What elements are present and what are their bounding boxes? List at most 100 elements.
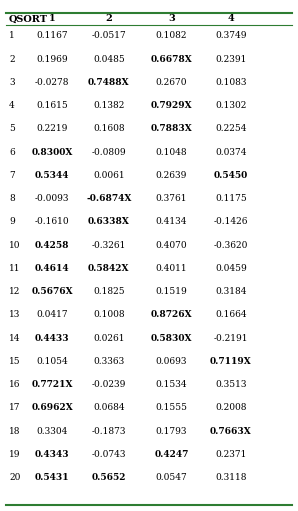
Text: 0.1825: 0.1825 <box>93 287 125 296</box>
Text: 20: 20 <box>9 473 20 482</box>
Text: 9: 9 <box>9 217 15 226</box>
Text: -0.1610: -0.1610 <box>35 217 69 226</box>
Text: 12: 12 <box>9 287 20 296</box>
Text: 0.5450: 0.5450 <box>214 171 248 180</box>
Text: 0.3749: 0.3749 <box>215 31 247 40</box>
Text: 0.5842X: 0.5842X <box>88 264 130 273</box>
Text: 0.1382: 0.1382 <box>93 101 125 110</box>
Text: -0.3261: -0.3261 <box>91 241 126 249</box>
Text: 0.8726X: 0.8726X <box>150 310 192 319</box>
Text: 0.4258: 0.4258 <box>35 241 69 249</box>
Text: -0.0093: -0.0093 <box>35 194 69 203</box>
Text: 0.1519: 0.1519 <box>156 287 187 296</box>
Text: 0.4134: 0.4134 <box>156 217 187 226</box>
Text: 0.1054: 0.1054 <box>36 357 68 366</box>
Text: 0.1167: 0.1167 <box>36 31 68 40</box>
Text: QSORT: QSORT <box>9 14 48 24</box>
Text: -0.0517: -0.0517 <box>91 31 126 40</box>
Text: -0.3620: -0.3620 <box>214 241 248 249</box>
Text: 0.2254: 0.2254 <box>215 124 247 133</box>
Text: -0.1873: -0.1873 <box>91 427 126 435</box>
Text: 18: 18 <box>9 427 21 435</box>
Text: 11: 11 <box>9 264 21 273</box>
Text: 0.5652: 0.5652 <box>91 473 126 482</box>
Text: 0.4011: 0.4011 <box>156 264 187 273</box>
Text: 0.1793: 0.1793 <box>156 427 187 435</box>
Text: 4: 4 <box>228 14 234 24</box>
Text: 0.7119X: 0.7119X <box>210 357 252 366</box>
Text: 10: 10 <box>9 241 21 249</box>
Text: 0.3184: 0.3184 <box>215 287 247 296</box>
Text: -0.0809: -0.0809 <box>91 148 126 156</box>
Text: 0.5344: 0.5344 <box>35 171 69 180</box>
Text: 0.1969: 0.1969 <box>36 55 68 63</box>
Text: 0.4070: 0.4070 <box>156 241 187 249</box>
Text: 16: 16 <box>9 380 21 389</box>
Text: 0.8300X: 0.8300X <box>32 148 73 156</box>
Text: 0.3304: 0.3304 <box>36 427 68 435</box>
Text: 0.1608: 0.1608 <box>93 124 125 133</box>
Text: 0.0547: 0.0547 <box>156 473 187 482</box>
Text: 0.1555: 0.1555 <box>155 403 187 412</box>
Text: -0.0743: -0.0743 <box>91 450 126 459</box>
Text: 0.0061: 0.0061 <box>93 171 125 180</box>
Text: 3: 3 <box>168 14 175 24</box>
Text: 0.4247: 0.4247 <box>154 450 189 459</box>
Text: 0.0417: 0.0417 <box>36 310 68 319</box>
Text: 0.0485: 0.0485 <box>93 55 125 63</box>
Text: 0.5830X: 0.5830X <box>150 334 192 342</box>
Text: 19: 19 <box>9 450 21 459</box>
Text: 0.1615: 0.1615 <box>36 101 68 110</box>
Text: 0.2008: 0.2008 <box>215 403 247 412</box>
Text: 17: 17 <box>9 403 21 412</box>
Text: 0.0459: 0.0459 <box>215 264 247 273</box>
Text: 0.1008: 0.1008 <box>93 310 125 319</box>
Text: 6: 6 <box>9 148 15 156</box>
Text: 2: 2 <box>105 14 112 24</box>
Text: 0.4614: 0.4614 <box>35 264 69 273</box>
Text: 4: 4 <box>9 101 15 110</box>
Text: -0.0239: -0.0239 <box>91 380 126 389</box>
Text: 0.1534: 0.1534 <box>156 380 187 389</box>
Text: 0.6962X: 0.6962X <box>31 403 73 412</box>
Text: 0.7883X: 0.7883X <box>150 124 192 133</box>
Text: 1: 1 <box>9 31 15 40</box>
Text: 0.6678X: 0.6678X <box>150 55 192 63</box>
Text: 0.2391: 0.2391 <box>215 55 247 63</box>
Text: 0.0693: 0.0693 <box>156 357 187 366</box>
Text: 0.6338X: 0.6338X <box>88 217 130 226</box>
Text: 0.1302: 0.1302 <box>215 101 247 110</box>
Text: 0.4433: 0.4433 <box>35 334 69 342</box>
Text: 0.4343: 0.4343 <box>35 450 69 459</box>
Text: 13: 13 <box>9 310 20 319</box>
Text: 0.2670: 0.2670 <box>156 78 187 87</box>
Text: 5: 5 <box>9 124 15 133</box>
Text: 0.3513: 0.3513 <box>215 380 247 389</box>
Text: 0.7929X: 0.7929X <box>150 101 192 110</box>
Text: 0.3761: 0.3761 <box>156 194 187 203</box>
Text: 0.0374: 0.0374 <box>215 148 247 156</box>
Text: 3: 3 <box>9 78 15 87</box>
Text: -0.0278: -0.0278 <box>35 78 69 87</box>
Text: 0.1083: 0.1083 <box>215 78 247 87</box>
Text: 15: 15 <box>9 357 21 366</box>
Text: 1: 1 <box>49 14 55 24</box>
Text: 0.1082: 0.1082 <box>156 31 187 40</box>
Text: 0.0261: 0.0261 <box>93 334 125 342</box>
Text: 14: 14 <box>9 334 21 342</box>
Text: 8: 8 <box>9 194 15 203</box>
Text: 7: 7 <box>9 171 15 180</box>
Text: 0.2219: 0.2219 <box>36 124 68 133</box>
Text: -0.1426: -0.1426 <box>214 217 248 226</box>
Text: -0.6874X: -0.6874X <box>86 194 131 203</box>
Text: 0.5676X: 0.5676X <box>31 287 73 296</box>
Text: 0.1664: 0.1664 <box>215 310 247 319</box>
Text: 0.1048: 0.1048 <box>156 148 187 156</box>
Text: 0.1175: 0.1175 <box>215 194 247 203</box>
Text: 0.7488X: 0.7488X <box>88 78 130 87</box>
Text: 2: 2 <box>9 55 15 63</box>
Text: 0.7663X: 0.7663X <box>210 427 252 435</box>
Text: 0.0684: 0.0684 <box>93 403 125 412</box>
Text: 0.2371: 0.2371 <box>215 450 247 459</box>
Text: 0.3118: 0.3118 <box>215 473 247 482</box>
